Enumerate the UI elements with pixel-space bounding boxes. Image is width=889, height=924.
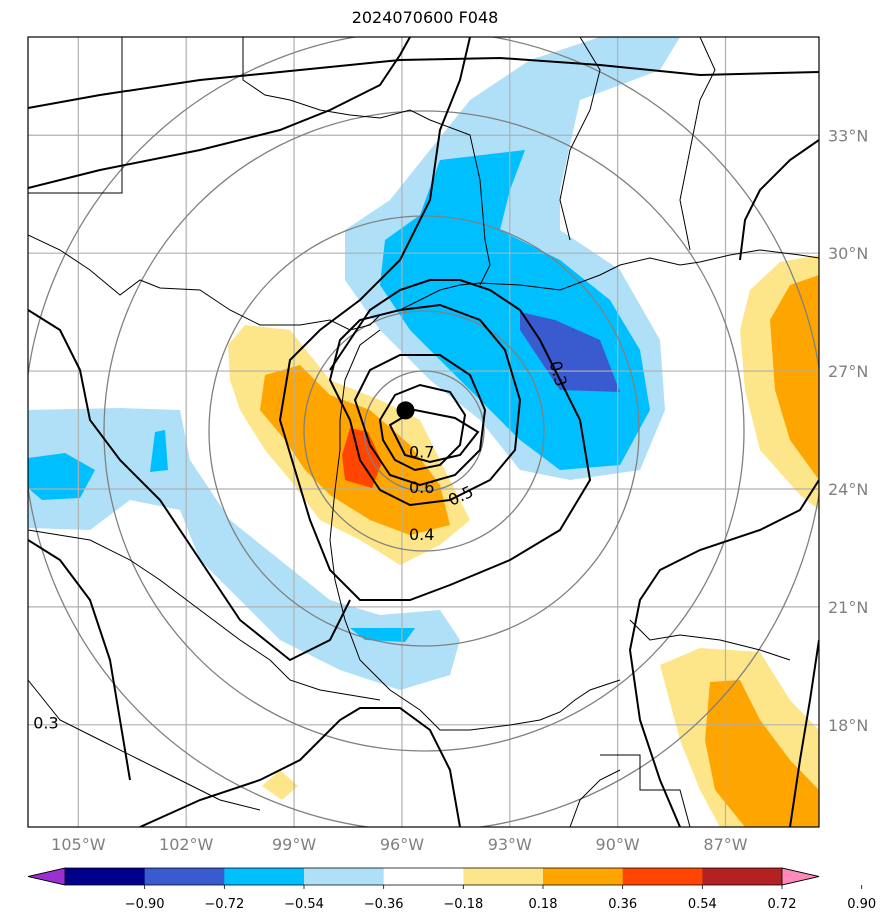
colorbar-extend-high xyxy=(781,867,820,886)
lon-tick-label: 102°W xyxy=(159,835,214,854)
fill-dark-blue xyxy=(520,312,620,392)
colorbar-segment xyxy=(304,868,385,885)
colorbar-extend-low xyxy=(27,867,66,886)
lat-tick-label: 24°N xyxy=(828,480,868,499)
colorbar-segment xyxy=(702,868,783,885)
colorbar-label: 0.18 xyxy=(529,897,558,912)
fill-orange-se xyxy=(705,680,819,827)
colorbar-label: 0.72 xyxy=(768,897,797,912)
colorbar-label: 0.54 xyxy=(688,897,717,912)
fill-blue-west-small xyxy=(150,430,168,472)
lon-tick-label: 105°W xyxy=(51,835,106,854)
lat-tick-label: 27°N xyxy=(828,362,868,381)
lon-tick-label: 96°W xyxy=(380,835,424,854)
storm-center-marker xyxy=(396,401,415,420)
contour-label: 0.7 xyxy=(409,443,434,462)
colorbar-segment xyxy=(65,868,146,885)
lat-tick-label: 21°N xyxy=(828,598,868,617)
colorbar-segment xyxy=(224,868,305,885)
fill-red-main xyxy=(342,428,382,488)
contour-label: 0.6 xyxy=(409,478,434,497)
colorbar-outline xyxy=(27,867,820,886)
colorbar-segment xyxy=(622,868,703,885)
contour-label: 0.4 xyxy=(409,525,434,544)
fill-yellow-small xyxy=(262,770,298,800)
lat-tick-label: 33°N xyxy=(828,126,868,145)
lon-tick-label: 90°W xyxy=(596,835,640,854)
contour-label: 0.3 xyxy=(33,714,58,733)
colorbar-label: 0.36 xyxy=(608,897,637,912)
lat-tick-label: 30°N xyxy=(828,244,868,263)
colorbar: −0.90 −0.72 −0.54 −0.36 −0.18 0.18 0.36 0.54 0.7… xyxy=(27,867,876,912)
colorbar-label: −0.36 xyxy=(364,897,404,912)
colorbar-label: −0.54 xyxy=(284,897,324,912)
colorbar-segment xyxy=(543,868,624,885)
lon-tick-label: 93°W xyxy=(488,835,532,854)
colorbar-segment xyxy=(383,868,464,885)
colorbar-label: −0.72 xyxy=(204,897,244,912)
range-rings xyxy=(28,37,819,827)
contour-lines xyxy=(28,37,819,827)
lon-tick-label: 99°W xyxy=(272,835,316,854)
fill-orange-east xyxy=(770,275,819,480)
colorbar-segment xyxy=(463,868,544,885)
longitude-tick-labels: 105°W 102°W 99°W 96°W 93°W 90°W 87°W xyxy=(51,835,748,854)
colorbar-segment xyxy=(144,868,225,885)
colorbar-label: 0.90 xyxy=(847,897,876,912)
map-grid xyxy=(28,37,819,827)
latitude-tick-labels: 33°N 30°N 27°N 24°N 21°N 18°N xyxy=(828,126,868,735)
lon-tick-label: 87°W xyxy=(703,835,747,854)
colorbar-label: −0.90 xyxy=(125,897,165,912)
shaded-field xyxy=(28,37,819,827)
map-title: 2024070600 F048 xyxy=(351,8,499,27)
lat-tick-label: 18°N xyxy=(828,716,868,735)
map-frame xyxy=(27,36,820,828)
colorbar-label: −0.18 xyxy=(443,897,483,912)
